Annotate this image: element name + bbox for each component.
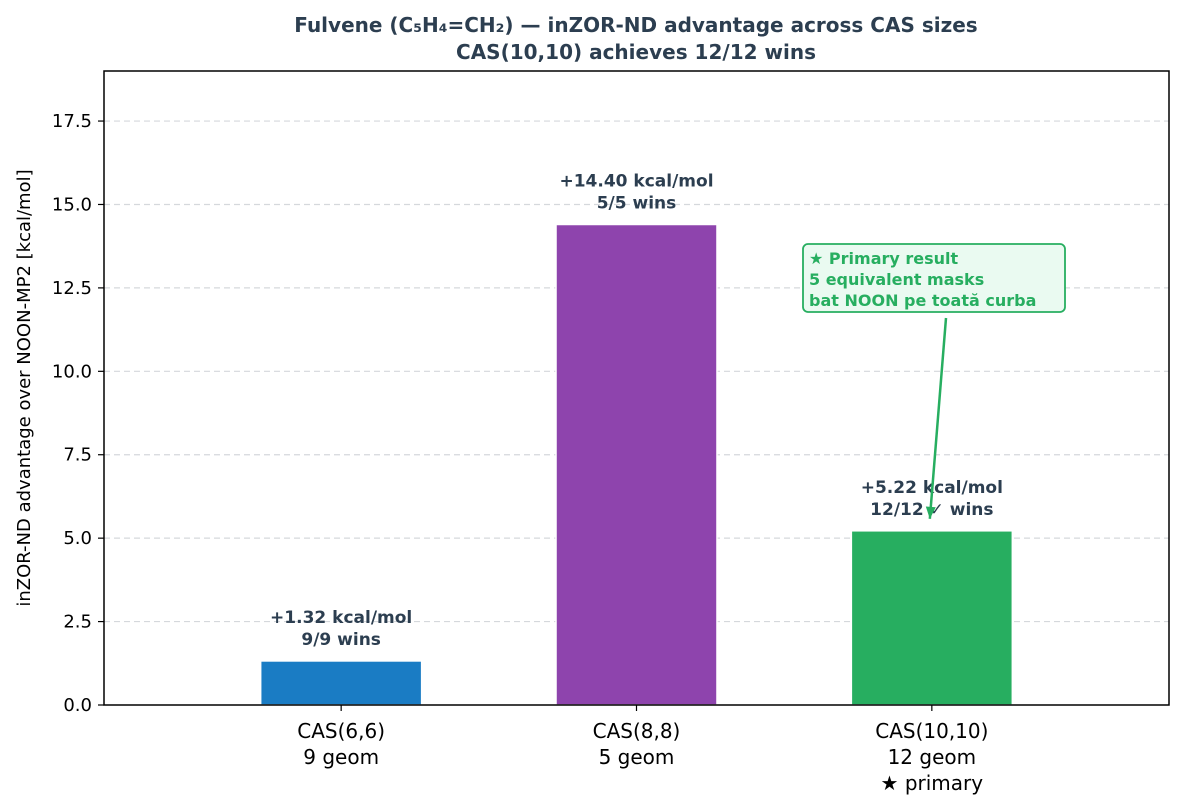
chart-subtitle: CAS(10,10) achieves 12/12 wins <box>456 40 816 64</box>
x-axis-ticks: CAS(6,6)9 geom CAS(8,8)5 geom CAS(10,10)12… <box>297 705 988 795</box>
plot-frame <box>103 70 1170 706</box>
data-label: 5/5 wins <box>597 193 677 213</box>
data-label: +1.32 kcal/mol <box>270 608 412 628</box>
x-tick-label: 9 geom <box>303 745 379 769</box>
x-tick-label: CAS(6,6) <box>297 719 385 743</box>
y-tick-label: 12.5 <box>52 278 92 299</box>
chart-title: Fulvene (C₅H₄=CH₂) — inZOR-ND advantage … <box>294 13 977 37</box>
x-tick-label: 12 geom <box>888 745 977 769</box>
y-tick-label: 17.5 <box>52 111 92 132</box>
y-tick-label: 0.0 <box>63 695 92 716</box>
x-tick-label: CAS(10,10) <box>875 719 988 743</box>
annotation-text: ★ Primary result <box>809 249 959 268</box>
data-label: 9/9 wins <box>301 630 381 650</box>
y-axis-label: inZOR-ND advantage over NOON-MP2 [kcal/m… <box>14 169 35 606</box>
bar <box>850 530 1014 706</box>
annotation-text: bat NOON pe toată curba <box>809 291 1036 310</box>
x-tick-label: CAS(8,8) <box>593 719 681 743</box>
primary-result-annotation: ★ Primary result 5 equivalent masks bat NO… <box>802 243 1066 519</box>
y-tick-label: 15.0 <box>52 194 92 215</box>
bar <box>555 223 718 706</box>
x-tick-label: 5 geom <box>599 745 675 769</box>
y-tick-label: 5.0 <box>63 528 92 549</box>
x-tick-label: ★ primary <box>881 771 984 795</box>
data-label: +14.40 kcal/mol <box>559 171 713 191</box>
y-axis-ticks: 0.0 2.5 5.0 7.5 10.0 12.5 15.0 17.5 <box>52 111 104 716</box>
bars-group <box>259 223 1014 706</box>
annotation-arrow <box>928 317 948 519</box>
annotation-arrowhead <box>925 506 936 519</box>
y-tick-label: 7.5 <box>63 445 92 466</box>
bar <box>259 660 423 706</box>
annotation-text: 5 equivalent masks <box>809 270 984 289</box>
y-tick-label: 2.5 <box>63 612 92 633</box>
y-tick-label: 10.0 <box>52 361 92 382</box>
annotation-box <box>802 243 1066 313</box>
